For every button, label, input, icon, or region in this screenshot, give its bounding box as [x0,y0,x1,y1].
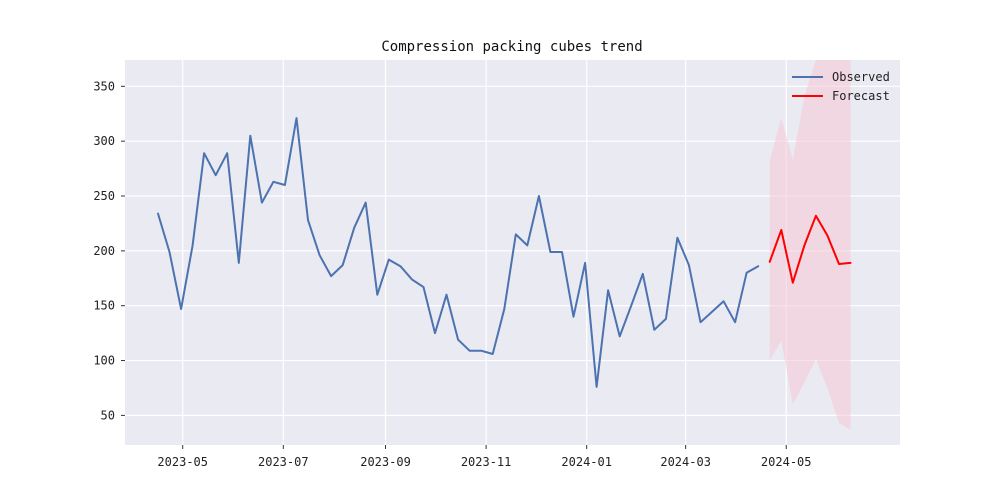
x-tick-label: 2023-07 [258,455,309,469]
x-tick-label: 2024-05 [761,455,812,469]
x-axis: 2023-05 2023-07 2023-09 2023-11 2024-01 2024-… [157,445,812,469]
x-tick-label: 2024-01 [561,455,612,469]
legend-label-forecast: Forecast [832,89,890,103]
y-tick-label: 300 [93,134,115,148]
chart-title: Compression packing cubes trend [381,39,642,55]
y-tick-label: 50 [101,408,115,422]
legend: Observed Forecast [792,70,890,103]
series-lines [157,117,852,388]
y-tick-label: 350 [93,79,115,93]
y-axis: 50 100 150 200 250 300 350 [93,79,125,422]
x-tick-label: 2024-03 [660,455,711,469]
forecast-interval-band [769,60,851,430]
legend-label-observed: Observed [832,70,890,84]
forecast-interval-area [769,60,851,430]
x-tick-label: 2023-09 [360,455,411,469]
x-tick-label: 2023-11 [461,455,512,469]
y-tick-label: 150 [93,299,115,313]
y-tick-label: 250 [93,189,115,203]
y-tick-label: 200 [93,244,115,258]
series-line-observed [157,117,760,388]
x-tick-label: 2023-05 [157,455,208,469]
y-tick-label: 100 [93,354,115,368]
series-line-forecast [768,214,852,284]
